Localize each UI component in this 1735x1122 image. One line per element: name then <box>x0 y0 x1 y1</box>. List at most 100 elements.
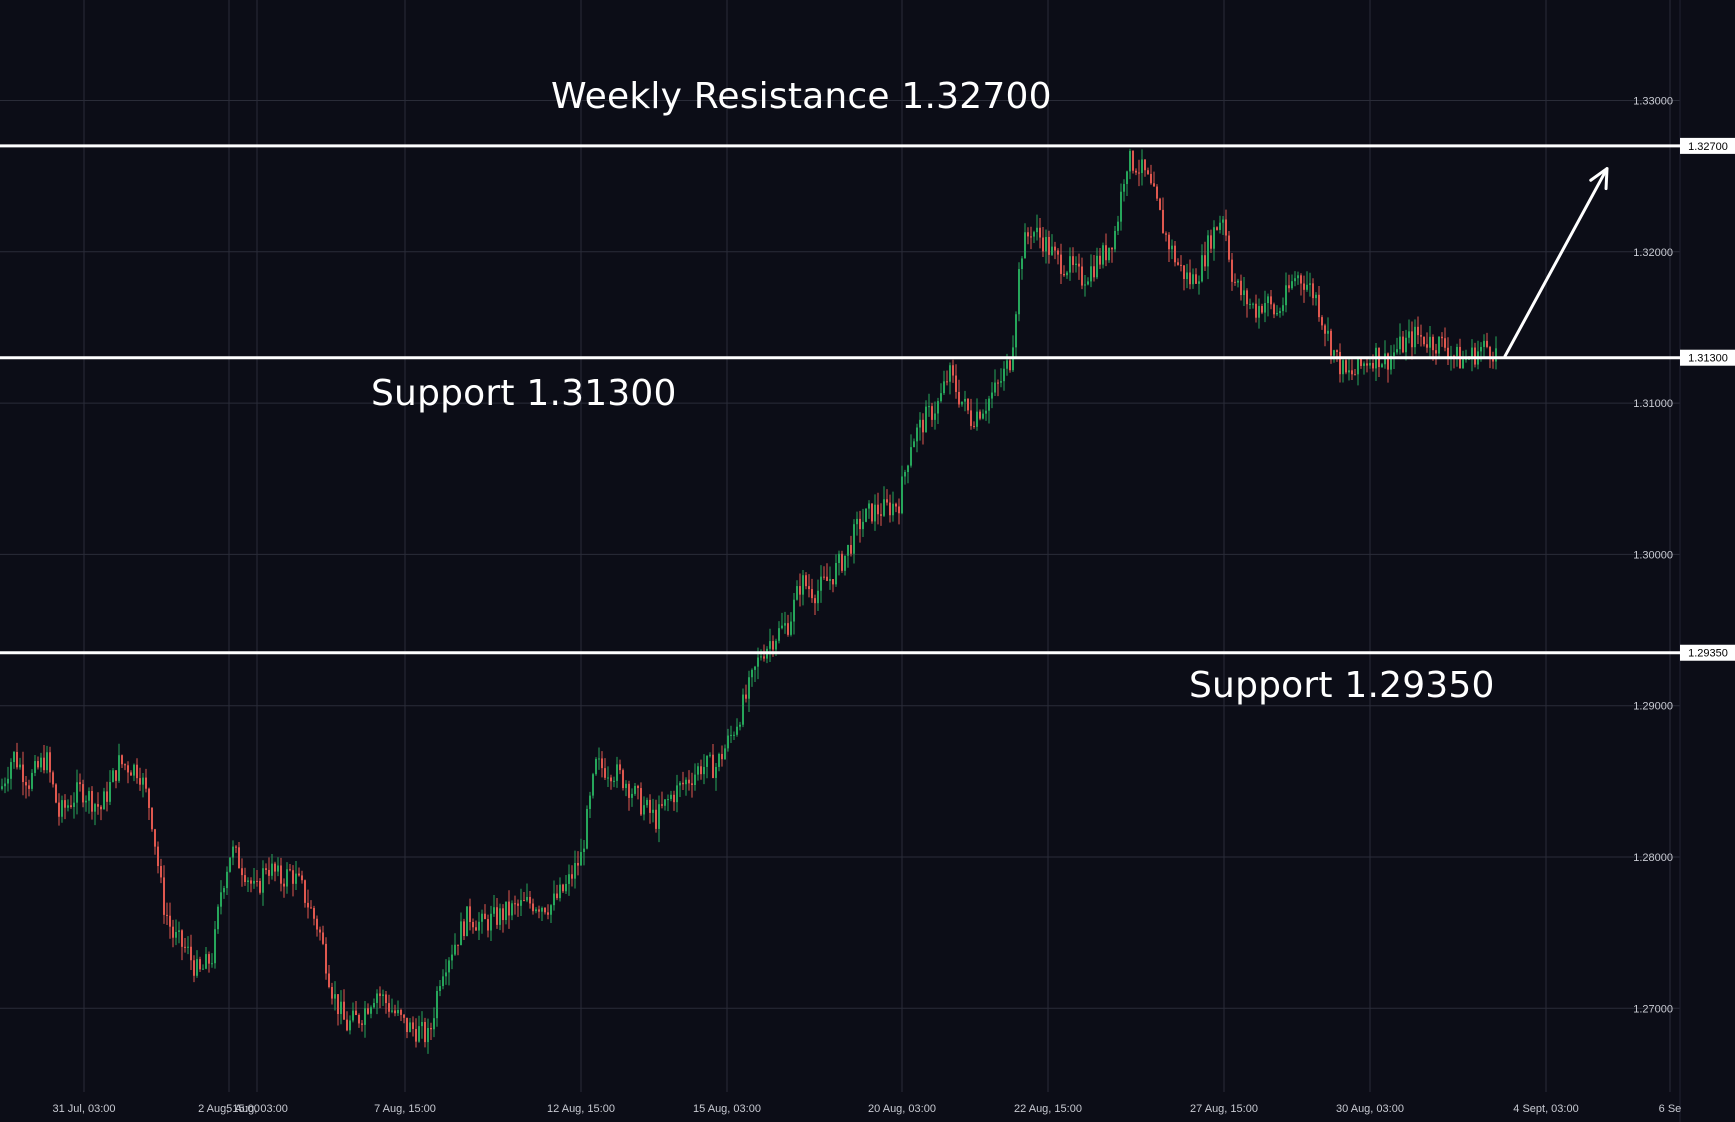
candle-body <box>1168 234 1170 250</box>
candle-body <box>670 794 672 800</box>
candle-body <box>1090 266 1092 282</box>
candle-body <box>289 869 291 871</box>
candle-body <box>202 968 204 970</box>
candle-body <box>1006 360 1008 369</box>
candle-body <box>1042 237 1044 252</box>
candle-body <box>232 846 234 858</box>
candle-body <box>106 791 108 802</box>
candle-body <box>550 905 552 915</box>
candle-body <box>145 777 147 789</box>
candle-body <box>673 794 675 803</box>
candle-body <box>1204 255 1206 267</box>
candle-body <box>187 946 189 948</box>
candle-body <box>922 419 924 433</box>
candle-body <box>61 800 63 817</box>
candle-body <box>382 994 384 996</box>
candle-body <box>166 914 168 916</box>
candle-body <box>490 913 492 931</box>
candle-body <box>58 802 60 817</box>
candle-body <box>1156 186 1158 199</box>
candle-body <box>829 579 831 581</box>
candle-body <box>1354 374 1356 376</box>
candle-body <box>1267 296 1269 304</box>
candle-body <box>1471 347 1473 359</box>
candle-body <box>562 884 564 892</box>
candle-body <box>424 1021 426 1043</box>
candle-body <box>307 902 309 908</box>
candle-body <box>889 502 891 516</box>
candle-body <box>787 623 789 635</box>
candle-body <box>958 391 960 405</box>
candle-body <box>1129 150 1131 172</box>
x-tick-label: 22 Aug, 15:00 <box>1014 1103 1082 1115</box>
candle-body <box>1108 247 1110 261</box>
candle-body <box>823 576 825 578</box>
x-tick-label: 31 Jul, 03:00 <box>53 1103 116 1115</box>
candle-body <box>529 896 531 904</box>
x-tick-label: 20 Aug, 03:00 <box>868 1103 936 1115</box>
candle-body <box>472 921 474 928</box>
candle-body <box>679 782 681 786</box>
candle-body <box>541 907 543 912</box>
candle-body <box>1153 183 1155 187</box>
candle-body <box>466 906 468 937</box>
candle-body <box>1324 325 1326 334</box>
candle-body <box>1315 294 1317 299</box>
candle-body <box>460 921 462 946</box>
time-axis[interactable]: 31 Jul, 03:00 2 Aug, 15:005 Aug, 03:00 7 A… <box>53 1103 1682 1115</box>
candle-body <box>73 802 75 807</box>
candle-body <box>313 908 315 919</box>
candle-body <box>1114 230 1116 250</box>
candle-body <box>97 804 99 807</box>
candle-body <box>733 734 735 736</box>
candle-body <box>268 869 270 876</box>
candle-body <box>628 783 630 798</box>
candle-body <box>346 1019 348 1031</box>
candle-body <box>658 804 660 829</box>
candle-body <box>1162 209 1164 234</box>
level-price-label: 1.29350 <box>1688 648 1728 660</box>
candle-body <box>919 419 921 428</box>
candle-body <box>805 575 807 587</box>
candle-body <box>601 758 603 769</box>
candle-body <box>1318 294 1320 318</box>
candle-body <box>184 946 186 948</box>
candle-body <box>409 1022 411 1033</box>
projection-arrow <box>1503 167 1609 358</box>
candle-body <box>928 406 930 408</box>
candle-body <box>1024 232 1026 259</box>
candle-body <box>784 623 786 626</box>
y-tick-label: 1.27000 <box>1633 1003 1673 1015</box>
candle-body <box>994 382 996 393</box>
candle-body <box>547 912 549 915</box>
candle-body <box>376 993 378 1003</box>
candle-body <box>1084 284 1086 286</box>
candle-body <box>238 847 240 869</box>
candle-body <box>115 770 117 781</box>
resistance-label: Weekly Resistance 1.32700 <box>551 76 1052 117</box>
candle-body <box>316 918 318 930</box>
candle-body <box>1294 278 1296 282</box>
candle-body <box>421 1021 423 1027</box>
price-axis[interactable]: 1.33000 1.32000 1.31000 1.30000 1.29000 1.280… <box>1633 96 1673 1016</box>
candle-body <box>298 873 300 876</box>
candle-body <box>1072 256 1074 265</box>
candle-body <box>1048 236 1050 255</box>
candle-body <box>532 903 534 912</box>
candle-body <box>100 806 102 810</box>
candle-body <box>301 875 303 881</box>
candle-body <box>1363 363 1365 366</box>
candle-body <box>1285 285 1287 306</box>
candle-body <box>898 506 900 514</box>
candle-body <box>712 754 714 778</box>
candle-body <box>121 755 123 765</box>
candle-body <box>793 599 795 622</box>
candle-body <box>1183 265 1185 279</box>
x-tick-label: 4 Sept, 03:00 <box>1513 1103 1578 1115</box>
candle-body <box>46 752 48 771</box>
candle-body <box>352 1010 354 1021</box>
candle-body <box>709 754 711 756</box>
candle-body <box>865 508 867 522</box>
grid-lines <box>0 0 1681 1122</box>
candle-body <box>178 930 180 932</box>
